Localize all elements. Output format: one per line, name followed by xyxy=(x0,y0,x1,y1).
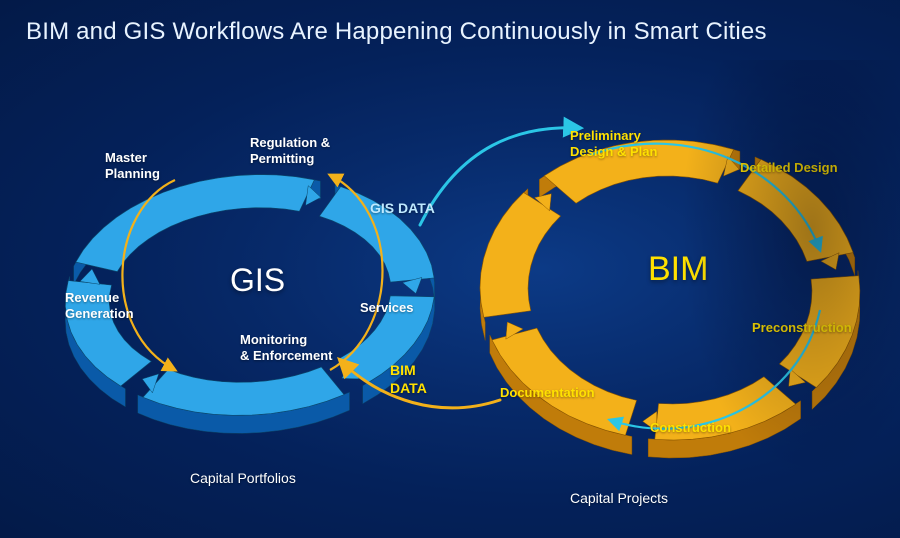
label-services: Services xyxy=(360,300,414,316)
label-revenue-generation: RevenueGeneration xyxy=(65,290,134,323)
diagram-svg xyxy=(0,0,900,538)
label-construction: Construction xyxy=(650,420,731,436)
gis-center-label: GIS xyxy=(230,262,285,299)
label-bim-data: BIMDATA xyxy=(390,362,427,397)
label-documentation: Documentation xyxy=(500,385,595,401)
label-regulation-permitting: Regulation &Permitting xyxy=(250,135,330,168)
label-monitoring-enforcement: Monitoring& Enforcement xyxy=(240,332,332,365)
bim-center-label: BIM xyxy=(648,250,708,289)
diagram-stage: BIM and GIS Workflows Are Happening Cont… xyxy=(0,0,900,538)
label-capital-projects: Capital Projects xyxy=(570,490,668,508)
label-preliminary-design: PreliminaryDesign & Plan xyxy=(570,128,657,161)
segment-top-bim-services xyxy=(480,193,561,318)
segment-top-revenue-generation xyxy=(76,175,315,272)
label-preconstruction: Preconstruction xyxy=(752,320,852,336)
segment-arrowtip-master-planning xyxy=(80,269,100,284)
label-master-planning: MasterPlanning xyxy=(105,150,160,183)
label-gis-data: GIS DATA xyxy=(370,200,435,218)
label-capital-portfolios: Capital Portfolios xyxy=(190,470,296,488)
label-detailed-design: Detailed Design xyxy=(740,160,838,176)
